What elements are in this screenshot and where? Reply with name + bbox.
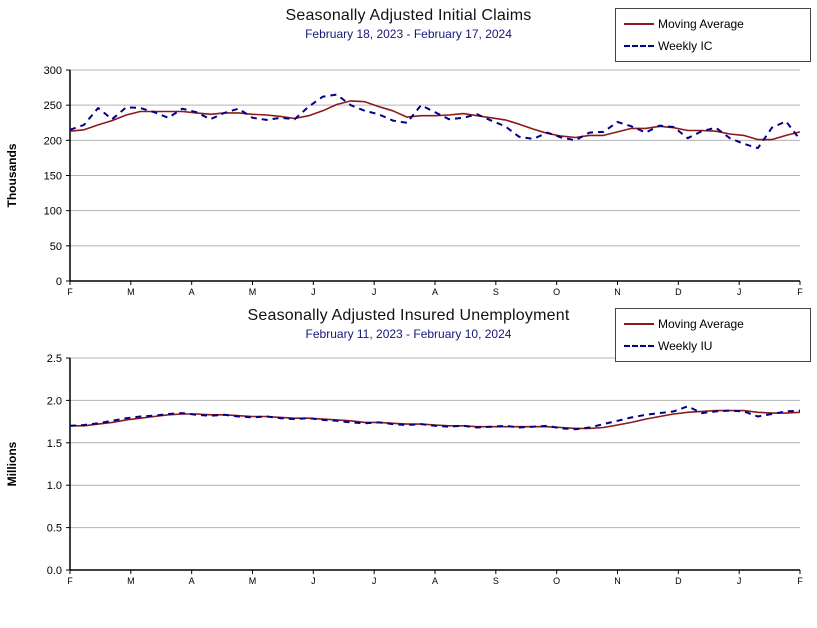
svg-text:O: O (553, 287, 560, 297)
svg-text:S: S (493, 287, 499, 297)
svg-text:M: M (127, 576, 135, 586)
svg-text:0: 0 (56, 276, 62, 288)
svg-text:J: J (372, 576, 377, 586)
svg-text:0.5: 0.5 (47, 523, 62, 535)
svg-text:M: M (249, 287, 257, 297)
svg-text:J: J (737, 576, 742, 586)
legend-label: Weekly IC (658, 39, 713, 53)
svg-text:F: F (797, 576, 803, 586)
svg-text:1.0: 1.0 (47, 480, 62, 492)
svg-text:300: 300 (44, 65, 62, 77)
svg-text:J: J (311, 287, 316, 297)
svg-text:50: 50 (50, 241, 62, 253)
insured-unemployment-chart: Seasonally Adjusted Insured Unemployment… (0, 306, 817, 596)
chart-title: Seasonally Adjusted Insured Unemployment (247, 307, 570, 324)
svg-text:N: N (614, 576, 621, 586)
svg-text:N: N (614, 287, 621, 297)
svg-text:Millions: Millions (5, 441, 19, 486)
svg-text:J: J (311, 576, 316, 586)
svg-text:A: A (432, 576, 438, 586)
chart-subtitle: February 18, 2023 - February 17, 2024 (305, 27, 512, 41)
initial-claims-chart: Seasonally Adjusted Initial Claims Febru… (0, 6, 817, 302)
svg-text:F: F (67, 576, 73, 586)
legend-item-weekly-iu: Weekly IU (624, 335, 802, 357)
svg-text:S: S (493, 576, 499, 586)
svg-text:2.5: 2.5 (47, 353, 62, 365)
legend-item-weekly-ic: Weekly IC (624, 35, 802, 57)
svg-text:250: 250 (44, 100, 62, 112)
svg-text:200: 200 (44, 135, 62, 147)
moving-average-line-swatch-icon (624, 23, 654, 25)
svg-text:D: D (675, 287, 682, 297)
svg-text:J: J (737, 287, 742, 297)
legend: Moving Average Weekly IU (615, 308, 811, 362)
svg-text:0.0: 0.0 (47, 565, 62, 577)
svg-text:J: J (372, 287, 377, 297)
svg-text:A: A (432, 287, 438, 297)
insured-unemployment-plot: 0.0 0.5 1.0 1.5 2.0 2.5 Millions F M A M J J A S O N D J F (5, 353, 803, 586)
legend-label: Moving Average (658, 317, 744, 331)
svg-text:F: F (797, 287, 803, 297)
svg-text:1.5: 1.5 (47, 438, 62, 450)
svg-text:D: D (675, 576, 682, 586)
svg-text:O: O (553, 576, 560, 586)
weekly-iu-line-swatch-icon (624, 345, 654, 347)
svg-text:2.0: 2.0 (47, 395, 62, 407)
weekly-ic-line-swatch-icon (624, 45, 654, 47)
legend-item-moving-average: Moving Average (624, 13, 802, 35)
svg-text:100: 100 (44, 206, 62, 218)
svg-text:A: A (189, 576, 195, 586)
svg-text:150: 150 (44, 171, 62, 183)
svg-text:F: F (67, 287, 73, 297)
svg-text:M: M (249, 576, 257, 586)
svg-text:Thousands: Thousands (5, 143, 19, 207)
chart-subtitle: February 11, 2023 - February 10, 2024 (305, 327, 512, 341)
legend: Moving Average Weekly IC (615, 8, 811, 62)
moving-average-line-swatch-icon (624, 323, 654, 325)
legend-item-moving-average: Moving Average (624, 313, 802, 335)
legend-label: Weekly IU (658, 339, 713, 353)
svg-text:M: M (127, 287, 135, 297)
legend-label: Moving Average (658, 17, 744, 31)
svg-text:A: A (189, 287, 195, 297)
chart-title: Seasonally Adjusted Initial Claims (285, 7, 532, 24)
initial-claims-plot: 0 50 100 150 200 250 300 Thousands F M A M J J A S O N D J F (5, 65, 803, 297)
